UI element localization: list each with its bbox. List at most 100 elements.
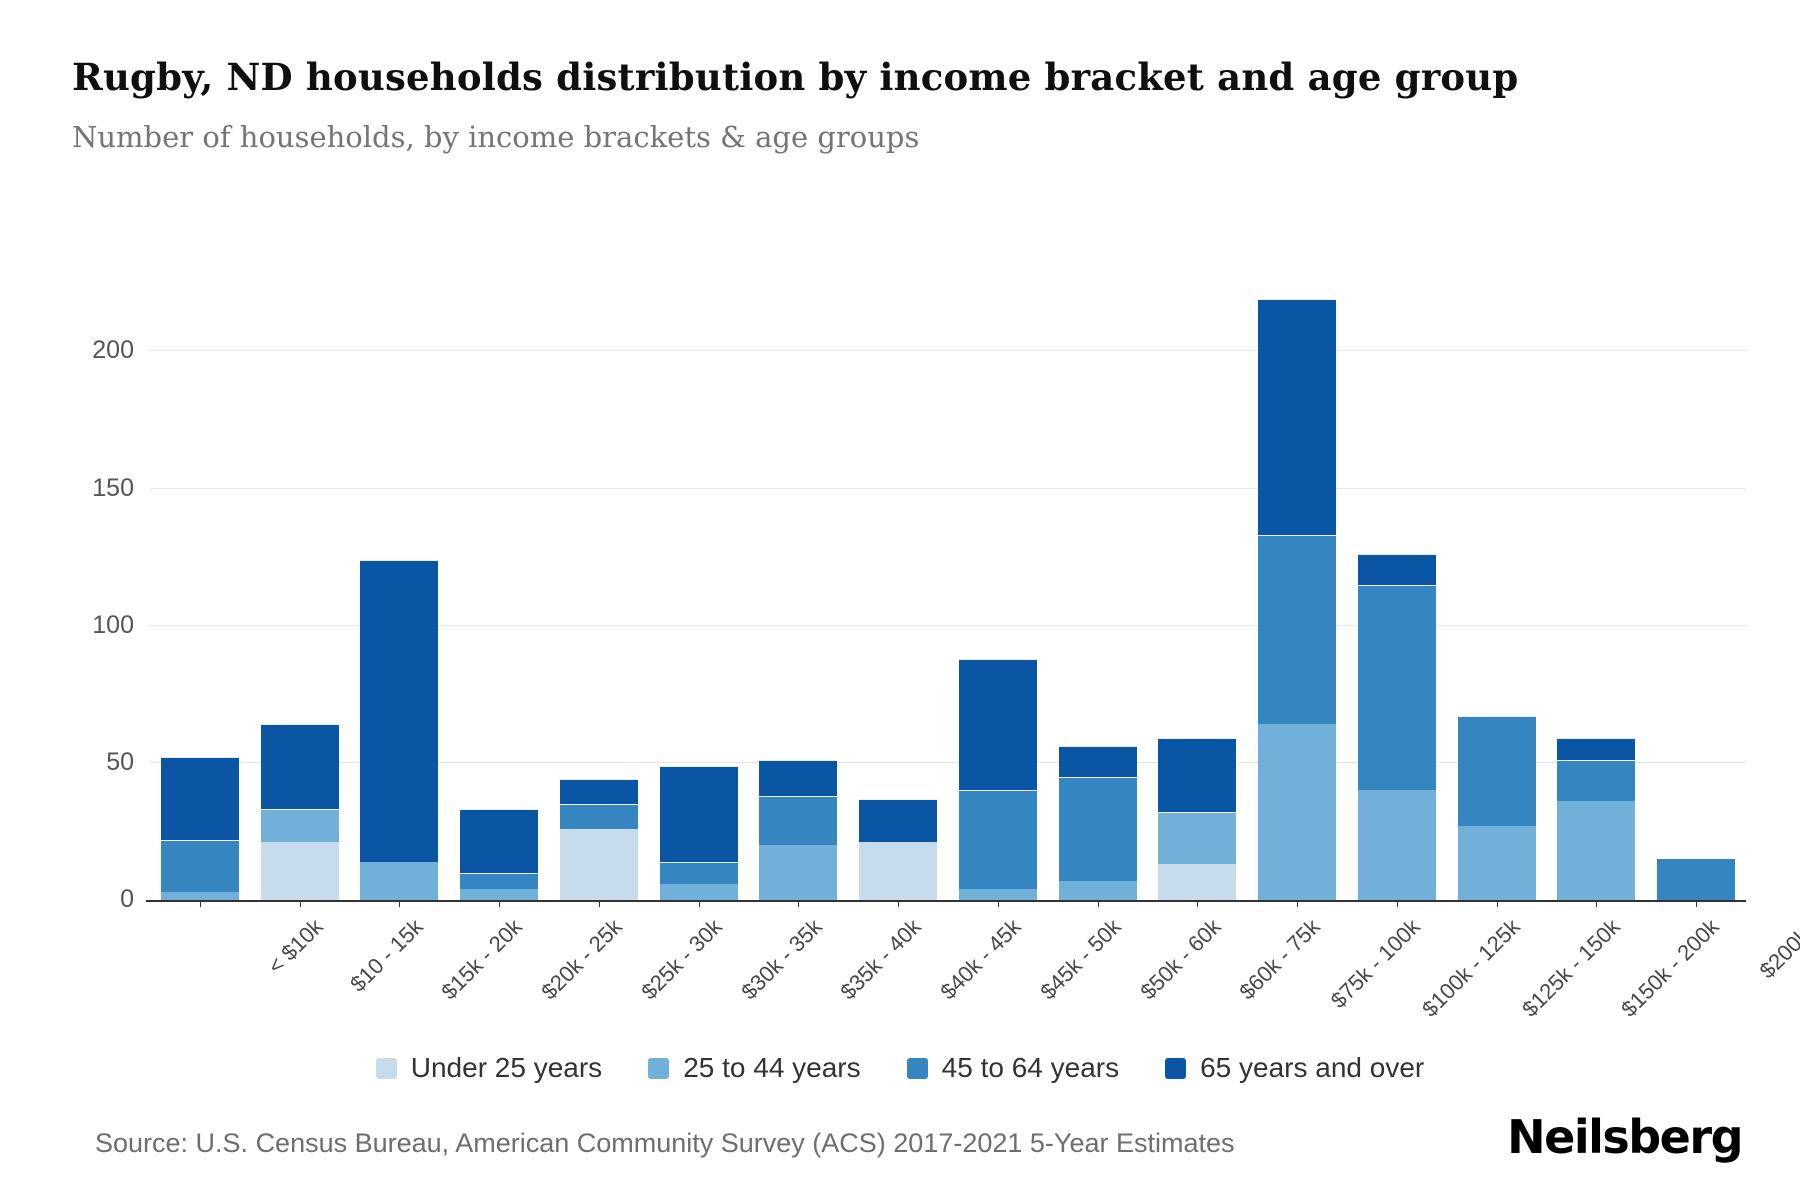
- x-tick: [1197, 900, 1199, 907]
- x-tick: [1596, 900, 1598, 907]
- legend-swatch-icon: [1165, 1057, 1187, 1079]
- bar-slot-11: $75k - 100k: [1247, 280, 1425, 1013]
- bar-segment-25-to-44-years[interactable]: [160, 891, 239, 900]
- x-tick: [1496, 900, 1498, 907]
- stacked-bar-$150k - 200k: [1557, 738, 1636, 900]
- source-note: Source: U.S. Census Bureau, American Com…: [95, 1128, 1235, 1158]
- bar-segment-65-years-and-over[interactable]: [1158, 738, 1237, 813]
- x-tick: [798, 900, 800, 907]
- bar-segment-under-25-years[interactable]: [559, 828, 638, 900]
- bar-segment-25-to-44-years[interactable]: [1158, 812, 1237, 865]
- bar-segment-25-to-44-years[interactable]: [759, 845, 838, 900]
- bar-segment-25-to-44-years[interactable]: [1258, 724, 1337, 900]
- bar-segment-under-25-years[interactable]: [1158, 864, 1237, 900]
- stacked-bar-$20k - 25k: [460, 809, 539, 900]
- bar-segment-65-years-and-over[interactable]: [160, 757, 239, 840]
- bar-segment-65-years-and-over[interactable]: [1058, 746, 1137, 777]
- bar-segment-65-years-and-over[interactable]: [460, 809, 539, 873]
- legend-item-under-25-years[interactable]: Under 25 years: [375, 1052, 602, 1084]
- bar-segment-45-to-64-years[interactable]: [958, 790, 1037, 890]
- legend-label: 45 to 64 years: [941, 1052, 1120, 1083]
- x-tick: [1696, 900, 1698, 907]
- y-tick-label-150: 150: [92, 473, 134, 502]
- legend-item-65-years-and-over[interactable]: 65 years and over: [1165, 1052, 1424, 1084]
- bar-segment-65-years-and-over[interactable]: [859, 798, 938, 843]
- bar-segment-65-years-and-over[interactable]: [759, 760, 838, 796]
- bar-slot-7: $40k - 45k: [848, 280, 1026, 1004]
- x-tick: [598, 900, 600, 907]
- bar-segment-under-25-years[interactable]: [859, 842, 938, 900]
- bar-segment-45-to-64-years[interactable]: [1258, 535, 1337, 725]
- legend-swatch-icon: [375, 1057, 397, 1079]
- gridline-200: [150, 350, 1746, 352]
- bar-segment-45-to-64-years[interactable]: [559, 804, 638, 829]
- bar-segment-45-to-64-years[interactable]: [160, 839, 239, 892]
- x-tick: [299, 900, 301, 907]
- bar-segment-25-to-44-years[interactable]: [460, 889, 539, 900]
- y-tick-label-200: 200: [92, 336, 134, 365]
- bar-slot-6: $35k - 40k: [749, 280, 926, 1004]
- y-tick-label-50: 50: [106, 747, 134, 776]
- bar-segment-under-25-years[interactable]: [260, 842, 339, 900]
- bar-segment-25-to-44-years[interactable]: [360, 861, 439, 900]
- bar-segment-45-to-64-years[interactable]: [1557, 760, 1636, 802]
- stacked-bar-$125k - 150k: [1457, 716, 1536, 900]
- bar-segment-45-to-64-years[interactable]: [1657, 858, 1736, 900]
- stacked-bar-< $10k: [160, 757, 239, 900]
- y-tick-label-100: 100: [92, 610, 134, 639]
- stacked-bar-$40k - 45k: [859, 798, 938, 900]
- legend-swatch-icon: [648, 1057, 670, 1079]
- bar-slot-10: $60k - 75k: [1148, 280, 1325, 1004]
- x-tick: [199, 900, 201, 907]
- legend-item-25-to-44-years[interactable]: 25 to 44 years: [648, 1052, 861, 1084]
- legend-label: 25 to 44 years: [683, 1052, 861, 1083]
- bar-slot-9: $50k - 60k: [1048, 280, 1225, 1004]
- bar-segment-45-to-64-years[interactable]: [659, 861, 738, 884]
- bar-segment-65-years-and-over[interactable]: [260, 724, 339, 810]
- bars-row: < $10k $10 - 15k $15k - 20k $20k - 25k $25k …: [150, 280, 1800, 1022]
- bar-segment-65-years-and-over[interactable]: [1557, 738, 1636, 761]
- bar-segment-65-years-and-over[interactable]: [559, 779, 638, 804]
- bar-segment-45-to-64-years[interactable]: [759, 795, 838, 846]
- stacked-bar-$35k - 40k: [759, 760, 838, 900]
- bar-segment-25-to-44-years[interactable]: [1357, 790, 1436, 900]
- bar-segment-25-to-44-years[interactable]: [1457, 825, 1536, 900]
- stacked-bar-$75k - 100k: [1258, 299, 1337, 900]
- bar-segment-25-to-44-years[interactable]: [1058, 880, 1137, 900]
- x-tick: [698, 900, 700, 907]
- bar-slot-8: $45k - 50k: [948, 280, 1126, 1004]
- x-axis-line: [146, 900, 1746, 902]
- bar-segment-65-years-and-over[interactable]: [360, 559, 439, 862]
- x-tick: [399, 900, 401, 907]
- bar-segment-65-years-and-over[interactable]: [1357, 554, 1436, 585]
- bar-slot-2: $15k - 20k: [350, 280, 527, 1004]
- stacked-bar-$15k - 20k: [360, 559, 439, 900]
- bar-slot-12: $100k - 125k: [1347, 280, 1525, 1022]
- bar-segment-25-to-44-years[interactable]: [1557, 801, 1636, 900]
- bar-segment-25-to-44-years[interactable]: [260, 809, 339, 843]
- stacked-bar-$100k - 125k: [1357, 554, 1436, 900]
- x-tick: [1097, 900, 1099, 907]
- bar-segment-25-to-44-years[interactable]: [659, 883, 738, 900]
- gridline-150: [150, 487, 1746, 489]
- x-tick: [898, 900, 900, 907]
- stacked-bar-$60k - 75k: [1158, 738, 1237, 900]
- bar-segment-45-to-64-years[interactable]: [460, 872, 539, 890]
- chart-subtitle: Number of households, by income brackets…: [72, 120, 920, 154]
- bar-segment-25-to-44-years[interactable]: [958, 889, 1037, 900]
- legend-item-45-to-64-years[interactable]: 45 to 64 years: [906, 1052, 1120, 1084]
- stacked-bar-$25k - 30k: [559, 779, 638, 900]
- chart-legend: Under 25 years 25 to 44 years 45 to 64 yea…: [0, 1052, 1800, 1084]
- bar-slot-4: $25k - 30k: [549, 280, 727, 1004]
- bar-slot-14: $150k - 200k: [1547, 280, 1724, 1022]
- bar-segment-45-to-64-years[interactable]: [1457, 716, 1536, 826]
- x-tick: [1396, 900, 1398, 907]
- bar-segment-45-to-64-years[interactable]: [1357, 584, 1436, 791]
- bar-segment-65-years-and-over[interactable]: [1258, 299, 1337, 536]
- bar-segment-45-to-64-years[interactable]: [1058, 776, 1137, 881]
- gridline-50: [150, 761, 1746, 763]
- bar-segment-65-years-and-over[interactable]: [659, 765, 738, 862]
- bar-segment-65-years-and-over[interactable]: [958, 658, 1037, 791]
- legend-swatch-icon: [906, 1057, 928, 1079]
